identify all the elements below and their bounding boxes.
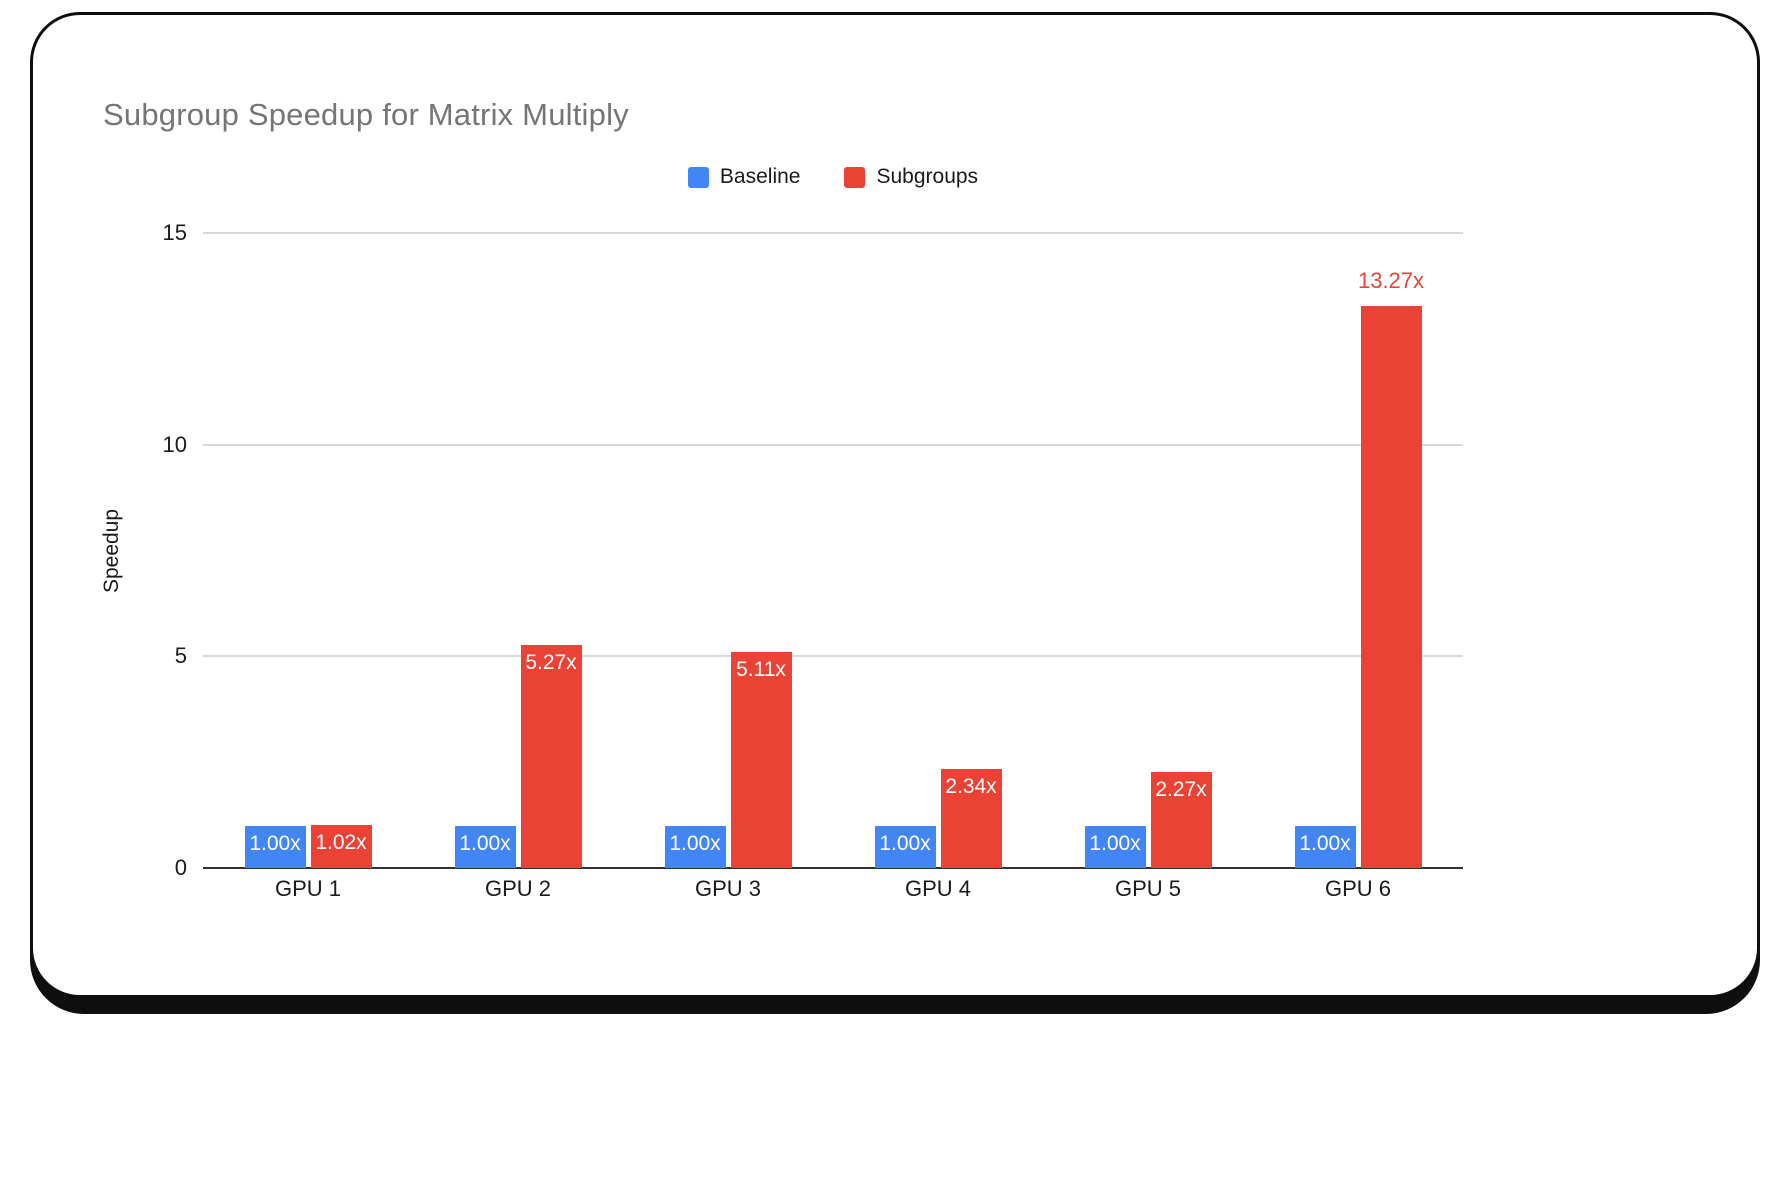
legend-swatch-icon xyxy=(687,166,709,188)
legend-swatch-icon xyxy=(844,166,866,188)
y-tick-label: 5 xyxy=(174,643,187,669)
y-axis-title-wrap: Speedup xyxy=(99,233,125,868)
bar-group: 1.00x 2.27x GPU 5 xyxy=(1043,233,1253,901)
x-axis-line xyxy=(203,867,1463,869)
subgroups-bar: 5.27x xyxy=(520,644,582,868)
bar-group: 1.00x 13.27x GPU 6 xyxy=(1253,233,1463,901)
bar-group: 1.00x 5.11x GPU 3 xyxy=(623,233,833,901)
y-axis-title: Speedup xyxy=(100,508,123,593)
y-tick-label: 0 xyxy=(174,855,187,880)
x-category-label: GPU 4 xyxy=(904,876,972,901)
bar-group: 1.00x 2.34x GPU 4 xyxy=(833,233,1043,901)
subgroups-bar: 5.11x xyxy=(730,651,792,868)
x-category-label: GPU 2 xyxy=(484,876,552,901)
gridline xyxy=(203,232,1463,234)
data-label: 2.27x xyxy=(1155,777,1207,801)
bar-group: 1.00x 5.27x GPU 2 xyxy=(413,233,623,901)
bar-groups: 1.00x 1.02x GPU 1 1.00x 5.27x GPU 2 1.00x 5.11x… xyxy=(203,233,1463,901)
legend-label: Baseline xyxy=(719,165,801,188)
subgroups-bar: 13.27x xyxy=(1358,268,1424,868)
subgroups-bar: 2.27x xyxy=(1150,771,1212,868)
data-label: 5.11x xyxy=(736,657,786,681)
chart-title: Subgroup Speedup for Matrix Multiply xyxy=(103,97,629,132)
subgroups-bar: 2.34x xyxy=(940,768,1002,868)
bar-group: 1.00x 1.02x GPU 1 xyxy=(203,233,413,901)
y-tick-label: 10 xyxy=(162,431,187,457)
baseline-bar: 1.00x xyxy=(454,825,516,868)
gridline xyxy=(203,655,1463,658)
data-label: 1.00x xyxy=(879,831,931,855)
data-label: 1.00x xyxy=(669,831,721,855)
x-category-label: GPU 5 xyxy=(1114,876,1182,901)
subgroups-bar: 1.02x xyxy=(310,824,372,868)
data-label: 1.00x xyxy=(249,831,301,855)
legend: Baseline Subgroups xyxy=(203,165,1463,189)
data-label: 5.27x xyxy=(525,650,577,674)
data-label: 2.34x xyxy=(945,774,997,798)
y-tick-label: 15 xyxy=(162,220,187,245)
baseline-bar: 1.00x xyxy=(874,825,936,868)
x-category-label: GPU 3 xyxy=(694,876,762,901)
data-label: 1.02x xyxy=(315,830,367,854)
x-category-label: GPU 1 xyxy=(274,876,342,901)
chart-card: Subgroup Speedup for Matrix Multiply Bas… xyxy=(30,12,1760,998)
data-label: 1.00x xyxy=(1089,831,1141,855)
baseline-bar: 1.00x xyxy=(244,825,306,868)
baseline-bar: 1.00x xyxy=(664,825,726,868)
baseline-bar: 1.00x xyxy=(1084,825,1146,868)
gridline xyxy=(203,443,1463,446)
data-label: 13.27x xyxy=(1357,268,1425,294)
legend-label: Subgroups xyxy=(876,165,979,188)
card-shadow: Subgroup Speedup for Matrix Multiply Bas… xyxy=(30,12,1760,1014)
x-category-label: GPU 6 xyxy=(1324,876,1392,901)
legend-item: Subgroups xyxy=(844,165,978,189)
legend-item: Baseline xyxy=(687,165,801,189)
plot-area: Speedup 1.00x 1.02x GPU 1 1.00x 5.27x GPU 2 1.… xyxy=(100,221,1463,901)
baseline-bar: 1.00x xyxy=(1294,825,1356,868)
data-label: 1.00x xyxy=(459,831,511,855)
data-label: 1.00x xyxy=(1299,831,1351,855)
